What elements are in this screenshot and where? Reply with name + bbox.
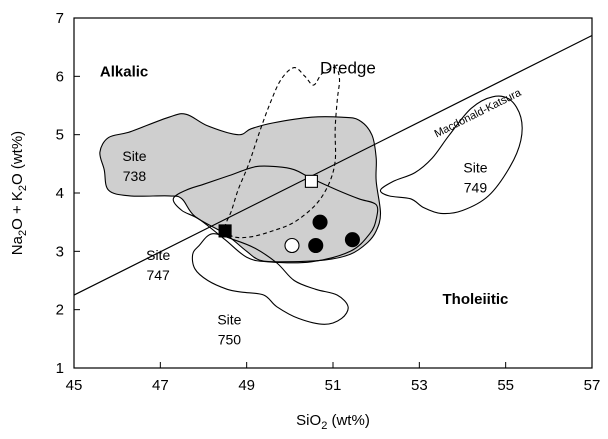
y-tick-label: 2	[56, 302, 64, 319]
x-tick-label: 45	[66, 377, 83, 394]
x-tick-label: 51	[325, 377, 342, 394]
y-tick-label: 5	[56, 127, 64, 144]
x-tick-label: 57	[584, 377, 601, 394]
x-tick-label: 55	[497, 377, 514, 394]
point-circle-5	[344, 232, 360, 248]
field-label-site-738: Site 738	[122, 148, 146, 184]
y-axis-title: Na2O + K2O (wt%)	[9, 131, 29, 255]
point-square-1	[218, 224, 232, 238]
y-tick-label: 3	[56, 243, 64, 260]
field-site-738	[99, 113, 382, 263]
point-circle-3	[308, 237, 324, 254]
point-square-0	[304, 174, 318, 188]
fields-layer	[99, 66, 523, 325]
x-tick-label: 49	[238, 377, 255, 394]
x-axis-title: SiO2 (wt%)	[296, 412, 370, 432]
macdonald-katsura-line	[73, 34, 593, 296]
field-site-749	[379, 95, 523, 215]
y-tick-label: 1	[56, 360, 64, 377]
y-tick-label: 4	[56, 185, 64, 202]
field-dredge	[224, 66, 341, 239]
field-label-dredge: Dredge	[320, 58, 376, 77]
field-label-site-749: Site 749	[463, 160, 487, 196]
point-circle-4	[312, 214, 328, 230]
y-tick-label: 7	[56, 10, 64, 27]
field-site-750	[191, 233, 349, 325]
region-label-alkalic: Alkalic	[100, 63, 148, 80]
region-label-tholeiitic: Tholeiitic	[443, 291, 509, 308]
macdonald-katsura-label: Macdonald-Katsura	[433, 86, 524, 140]
y-tick-label: 6	[56, 68, 64, 85]
x-tick-label: 53	[411, 377, 428, 394]
point-circle-2	[284, 237, 300, 254]
field-label-site-747: Site 747	[146, 247, 170, 283]
field-label-site-750: Site 750	[217, 311, 241, 347]
points-layer	[218, 174, 360, 254]
x-tick-label: 47	[152, 377, 169, 394]
field-site-747	[172, 165, 379, 264]
labels-layer: Site 738 Site 747 Site 749 Site 750 Dredge Alkali…	[100, 58, 508, 347]
